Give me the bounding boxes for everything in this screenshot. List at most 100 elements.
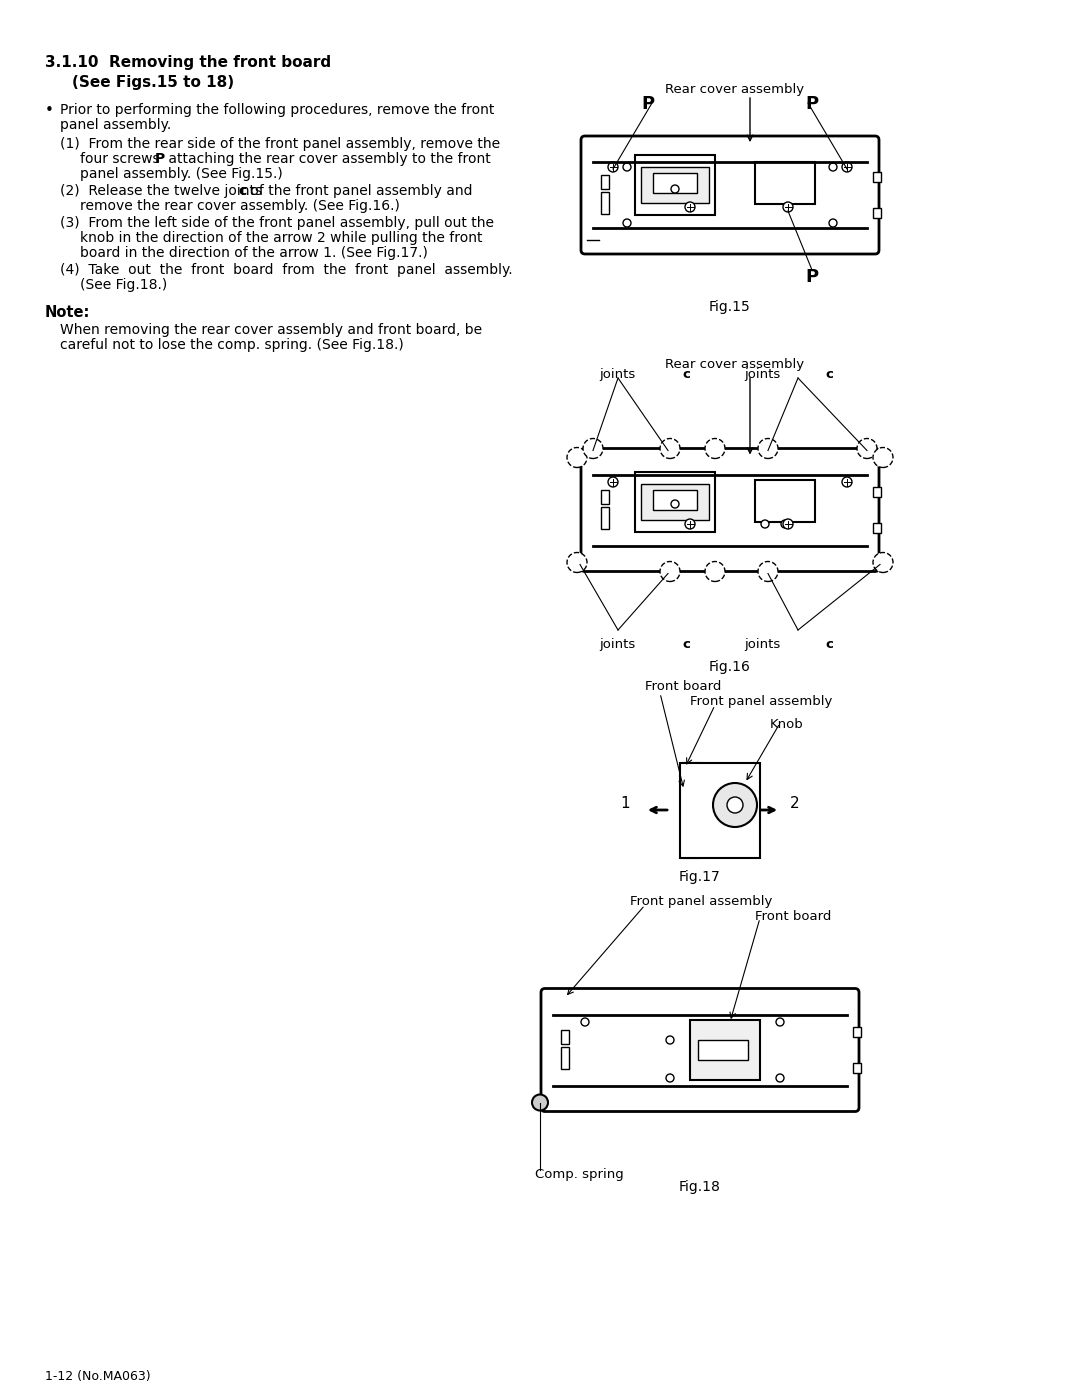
Text: Fig.17: Fig.17: [679, 870, 720, 884]
Text: c: c: [683, 367, 690, 381]
Text: joints: joints: [744, 367, 785, 381]
Circle shape: [567, 447, 588, 468]
Circle shape: [873, 552, 893, 573]
Text: of the front panel assembly and: of the front panel assembly and: [246, 184, 473, 198]
Circle shape: [660, 562, 680, 581]
Bar: [561, 1030, 569, 1044]
Text: (4)  Take  out  the  front  board  from  the  front  panel  assembly.: (4) Take out the front board from the fr…: [60, 263, 513, 277]
Circle shape: [623, 163, 631, 170]
Circle shape: [777, 1074, 784, 1083]
Bar: [755, 481, 815, 522]
Bar: [600, 507, 609, 529]
Bar: [873, 522, 881, 534]
Text: joints: joints: [599, 638, 640, 651]
Bar: [600, 175, 609, 189]
Circle shape: [705, 439, 725, 458]
Bar: [680, 763, 760, 858]
Bar: [635, 155, 715, 215]
Circle shape: [685, 203, 696, 212]
Text: panel assembly. (See Fig.15.): panel assembly. (See Fig.15.): [80, 168, 283, 182]
Bar: [873, 488, 881, 497]
Text: four screws: four screws: [80, 152, 164, 166]
Bar: [873, 208, 881, 218]
Circle shape: [842, 162, 852, 172]
Text: Comp. spring: Comp. spring: [535, 1168, 624, 1180]
Circle shape: [783, 520, 793, 529]
Text: (See Figs.15 to 18): (See Figs.15 to 18): [72, 75, 234, 89]
Circle shape: [671, 500, 679, 509]
Circle shape: [666, 1074, 674, 1083]
Text: Note:: Note:: [45, 305, 91, 320]
Text: board in the direction of the arrow 1. (See Fig.17.): board in the direction of the arrow 1. (…: [80, 246, 428, 260]
Text: Front panel assembly: Front panel assembly: [690, 694, 833, 708]
Text: c: c: [825, 638, 833, 651]
Bar: [873, 172, 881, 182]
Text: P: P: [806, 268, 819, 286]
Bar: [853, 1027, 861, 1037]
Circle shape: [705, 562, 725, 581]
Circle shape: [685, 520, 696, 529]
Text: careful not to lose the comp. spring. (See Fig.18.): careful not to lose the comp. spring. (S…: [60, 338, 404, 352]
Text: Front board: Front board: [645, 680, 721, 693]
Text: Prior to performing the following procedures, remove the front: Prior to performing the following proced…: [60, 103, 495, 117]
Bar: [642, 168, 708, 203]
Text: P: P: [642, 95, 654, 113]
Text: Rear cover assembly: Rear cover assembly: [665, 358, 805, 372]
FancyBboxPatch shape: [541, 989, 859, 1112]
Text: Fig.18: Fig.18: [679, 1180, 721, 1194]
Text: remove the rear cover assembly. (See Fig.16.): remove the rear cover assembly. (See Fig…: [80, 198, 400, 212]
Circle shape: [783, 203, 793, 212]
Circle shape: [758, 439, 778, 458]
Circle shape: [758, 562, 778, 581]
Circle shape: [781, 520, 789, 528]
Polygon shape: [690, 1020, 760, 1080]
Circle shape: [532, 1094, 548, 1111]
Circle shape: [829, 219, 837, 226]
Bar: [642, 483, 708, 520]
Text: attaching the rear cover assembly to the front: attaching the rear cover assembly to the…: [164, 152, 490, 166]
Text: 2: 2: [791, 796, 800, 812]
Text: •: •: [45, 103, 54, 117]
Text: joints: joints: [599, 367, 640, 381]
Bar: [684, 763, 700, 858]
Circle shape: [623, 219, 631, 226]
Text: Fig.15: Fig.15: [710, 300, 751, 314]
Text: Fig.16: Fig.16: [710, 659, 751, 673]
Circle shape: [608, 162, 618, 172]
Circle shape: [567, 552, 588, 573]
Circle shape: [666, 1037, 674, 1044]
Circle shape: [713, 782, 757, 827]
Bar: [653, 490, 697, 510]
Text: Knob: Knob: [770, 718, 804, 731]
Circle shape: [581, 1018, 589, 1025]
Text: (2)  Release the twelve joints: (2) Release the twelve joints: [60, 184, 267, 198]
Text: c: c: [825, 367, 833, 381]
Bar: [635, 472, 715, 532]
Circle shape: [842, 476, 852, 488]
Text: Front board: Front board: [755, 909, 832, 923]
Text: 1-12 (No.MA063): 1-12 (No.MA063): [45, 1370, 150, 1383]
Circle shape: [608, 476, 618, 488]
Text: knob in the direction of the arrow 2 while pulling the front: knob in the direction of the arrow 2 whi…: [80, 231, 483, 244]
Text: panel assembly.: panel assembly.: [60, 117, 172, 131]
Text: c: c: [238, 184, 246, 198]
Text: 1: 1: [620, 796, 630, 812]
Circle shape: [858, 439, 877, 458]
Bar: [600, 191, 609, 214]
Text: joints: joints: [744, 638, 785, 651]
Circle shape: [671, 184, 679, 193]
Bar: [653, 173, 697, 193]
Circle shape: [660, 439, 680, 458]
Text: (See Fig.18.): (See Fig.18.): [80, 278, 167, 292]
FancyBboxPatch shape: [581, 448, 879, 571]
Circle shape: [777, 1018, 784, 1025]
Text: 3.1.10  Removing the front board: 3.1.10 Removing the front board: [45, 54, 332, 70]
FancyBboxPatch shape: [581, 136, 879, 254]
Bar: [600, 490, 609, 504]
Text: Front panel assembly: Front panel assembly: [630, 895, 772, 908]
Text: When removing the rear cover assembly and front board, be: When removing the rear cover assembly an…: [60, 323, 482, 337]
Circle shape: [829, 163, 837, 170]
Circle shape: [727, 798, 743, 813]
Text: (1)  From the rear side of the front panel assembly, remove the: (1) From the rear side of the front pane…: [60, 137, 500, 151]
Text: Rear cover assembly: Rear cover assembly: [665, 82, 805, 96]
